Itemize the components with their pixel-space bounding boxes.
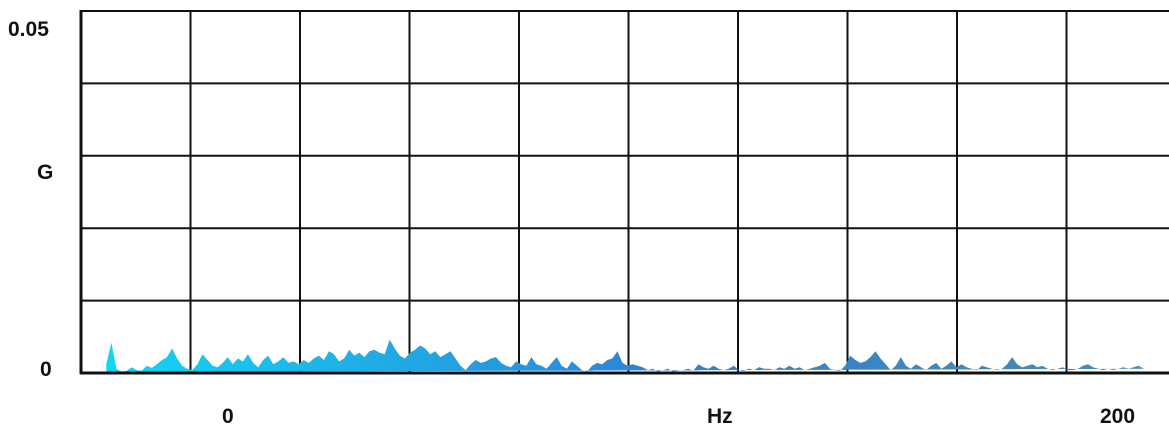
x-tick-label-right: 200 [1100,405,1136,428]
y-axis-label: G [37,161,54,184]
x-axis-label: Hz [707,405,733,428]
grid [81,10,1169,373]
y-tick-label-top: 0.05 [8,18,49,41]
x-tick-label-left: 0 [222,405,234,428]
y-tick-label-bottom: 0 [40,358,52,381]
axes [79,10,1169,375]
data-area [106,339,1144,372]
